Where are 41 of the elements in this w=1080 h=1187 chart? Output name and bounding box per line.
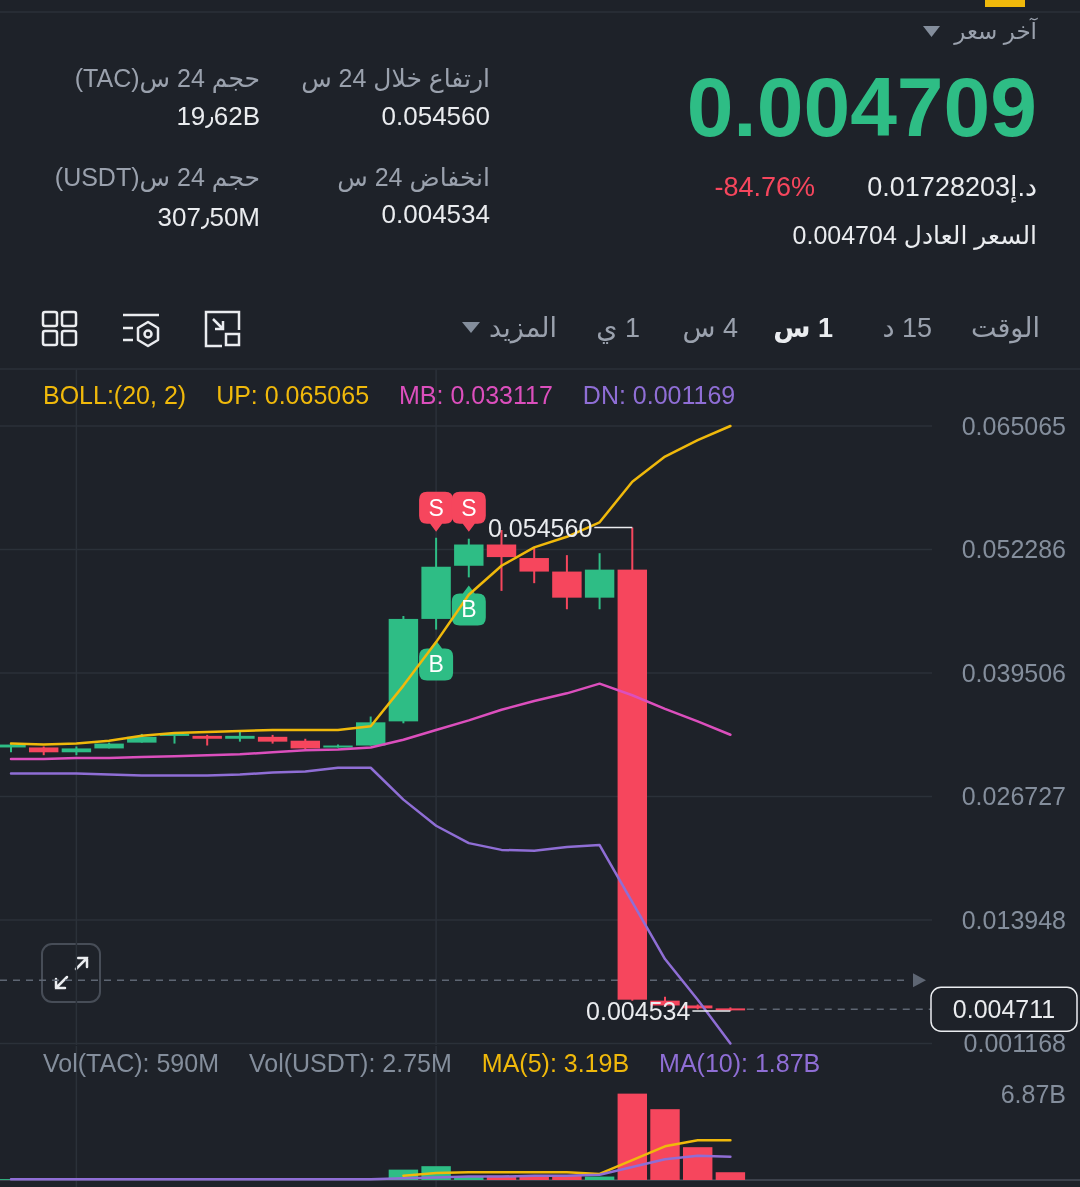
y-tick-label: 0.013948: [961, 905, 1066, 934]
text: 307٫50M: [157, 202, 260, 233]
data-label: S: [461, 494, 477, 521]
text: حجم 24 س(TAC): [74, 63, 260, 93]
y-tick-label: 0.039506: [961, 658, 1066, 687]
text: انخفاض 24 س: [337, 162, 490, 192]
y-tick-label: 0.052286: [961, 535, 1066, 564]
text: DN: 0.001169: [582, 381, 736, 409]
text: MA(10): 1.87B: [659, 1049, 821, 1077]
text: 0.054560: [381, 101, 490, 132]
text: MB: 0.033117: [399, 381, 553, 409]
text: MA(5): 3.19B: [481, 1049, 630, 1077]
text: 1 س: [773, 312, 833, 344]
annotation: 0.054560: [488, 513, 593, 542]
y-tick-label: 0.026727: [961, 782, 1066, 811]
text: 6.87B: [1000, 1079, 1066, 1108]
text: 1 ي: [596, 312, 640, 344]
ref-line-label: 0.004711: [952, 995, 1056, 1024]
text: -84.76%: [714, 171, 815, 203]
text: 0.004709: [686, 58, 1037, 156]
text: 0.004534: [381, 199, 490, 230]
legend-title: BOLL:(20, 2): [43, 381, 187, 409]
text: Vol(USDT): 2.75M: [248, 1049, 452, 1077]
y-tick-label: 0.065065: [961, 411, 1066, 440]
y-tick-label: 0.001168: [963, 1029, 1066, 1058]
data-label: B: [461, 596, 477, 623]
text: 15 د: [882, 312, 932, 344]
text: Vol(TAC): 590M: [43, 1049, 219, 1077]
text: آخر سعر: [954, 18, 1037, 45]
text: 4 س: [682, 312, 738, 344]
text: ارتفاع خلال 24 س: [301, 63, 490, 93]
text: الوقت: [970, 312, 1040, 344]
text: السعر العادل 0.004704: [792, 220, 1037, 250]
data-label: B: [428, 651, 444, 678]
text: حجم 24 س(USDT): [54, 162, 260, 192]
text: 19٫62B: [176, 101, 260, 132]
text: د.إ0.01728203: [867, 171, 1037, 203]
annotation: 0.004534: [586, 996, 691, 1025]
text: UP: 0.065065: [216, 381, 370, 409]
text: المزيد: [489, 312, 557, 344]
data-label: S: [428, 494, 444, 521]
